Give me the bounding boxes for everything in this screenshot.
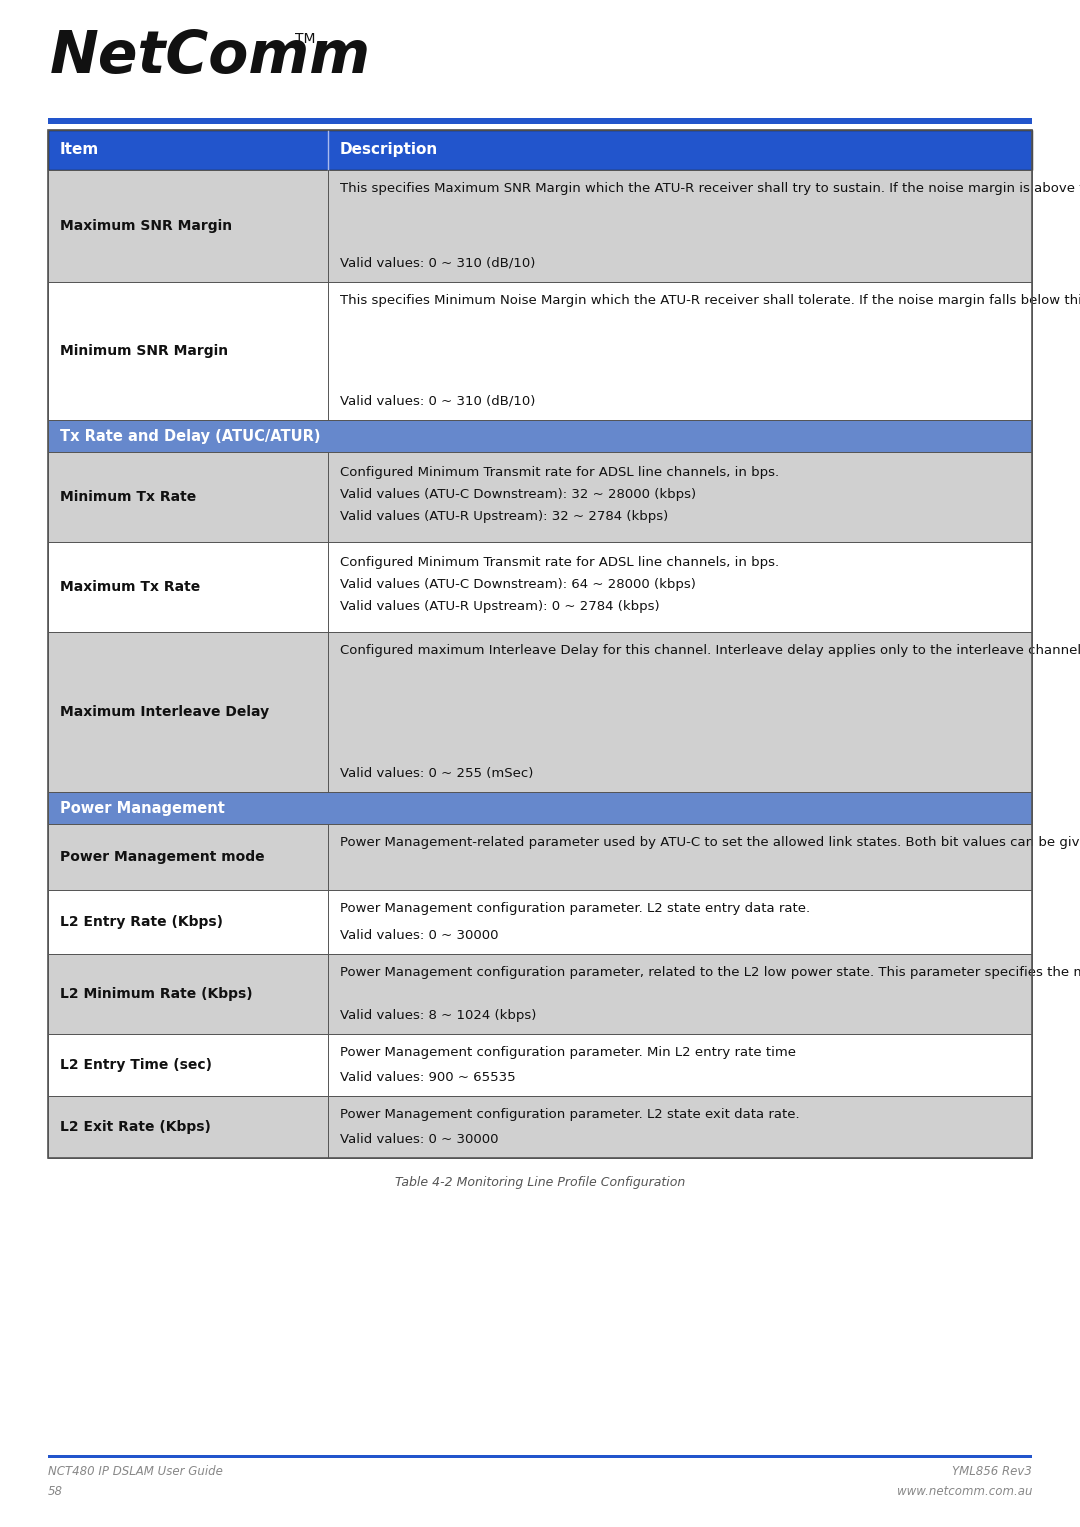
Text: YML856 Rev3: YML856 Rev3 — [953, 1464, 1032, 1478]
Text: Valid values: 900 ~ 65535: Valid values: 900 ~ 65535 — [340, 1070, 515, 1084]
Text: This specifies Minimum Noise Margin which the ATU-R receiver shall tolerate. If : This specifies Minimum Noise Margin whic… — [340, 295, 1080, 307]
Bar — [48, 1096, 1032, 1157]
Bar — [48, 890, 1032, 954]
Bar — [48, 169, 1032, 282]
Text: Power Management configuration parameter. L2 state entry data rate.: Power Management configuration parameter… — [340, 902, 810, 915]
Bar — [48, 542, 1032, 632]
Text: Power Management mode: Power Management mode — [60, 851, 265, 864]
Text: Configured Minimum Transmit rate for ADSL line channels, in bps.: Configured Minimum Transmit rate for ADS… — [340, 466, 779, 479]
Bar — [48, 1455, 1032, 1458]
Text: L2 Exit Rate (Kbps): L2 Exit Rate (Kbps) — [60, 1119, 211, 1135]
Text: Description: Description — [340, 142, 438, 157]
Text: Power Management: Power Management — [60, 800, 225, 815]
Text: NCT480 IP DSLAM User Guide: NCT480 IP DSLAM User Guide — [48, 1464, 222, 1478]
Bar — [48, 130, 1032, 1157]
Text: 58: 58 — [48, 1484, 63, 1498]
Text: This specifies Maximum SNR Margin which the ATU-R receiver shall try to sustain.: This specifies Maximum SNR Margin which … — [340, 182, 1080, 195]
Text: Tx Rate and Delay (ATUC/ATUR): Tx Rate and Delay (ATUC/ATUR) — [60, 429, 321, 443]
Text: Power Management-related parameter used by ATU-C to set the allowed link states.: Power Management-related parameter used … — [340, 835, 1080, 849]
Text: Maximum Interleave Delay: Maximum Interleave Delay — [60, 705, 269, 719]
Text: Power Management configuration parameter. L2 state exit data rate.: Power Management configuration parameter… — [340, 1109, 799, 1121]
Text: L2 Entry Rate (Kbps): L2 Entry Rate (Kbps) — [60, 915, 222, 928]
Text: Minimum Tx Rate: Minimum Tx Rate — [60, 490, 197, 504]
Text: Valid values: 0 ~ 255 (mSec): Valid values: 0 ~ 255 (mSec) — [340, 767, 534, 780]
Text: Valid values (ATU-R Upstream): 0 ~ 2784 (kbps): Valid values (ATU-R Upstream): 0 ~ 2784 … — [340, 600, 660, 612]
Text: NetComm: NetComm — [50, 27, 372, 86]
Text: Valid values (ATU-R Upstream): 32 ~ 2784 (kbps): Valid values (ATU-R Upstream): 32 ~ 2784… — [340, 510, 669, 524]
Text: Valid values: 0 ~ 30000: Valid values: 0 ~ 30000 — [340, 1133, 499, 1145]
Bar — [48, 793, 1032, 825]
Text: Valid values: 0 ~ 310 (dB/10): Valid values: 0 ~ 310 (dB/10) — [340, 257, 536, 270]
Text: Valid values: 8 ~ 1024 (kbps): Valid values: 8 ~ 1024 (kbps) — [340, 1009, 537, 1022]
Text: www.netcomm.com.au: www.netcomm.com.au — [896, 1484, 1032, 1498]
Text: L2 Minimum Rate (Kbps): L2 Minimum Rate (Kbps) — [60, 986, 253, 1002]
Text: Configured Minimum Transmit rate for ADSL line channels, in bps.: Configured Minimum Transmit rate for ADS… — [340, 556, 779, 570]
Bar — [48, 130, 1032, 169]
Text: Valid values (ATU-C Downstream): 32 ~ 28000 (kbps): Valid values (ATU-C Downstream): 32 ~ 28… — [340, 489, 697, 501]
Text: Power Management configuration parameter. Min L2 entry rate time: Power Management configuration parameter… — [340, 1046, 796, 1060]
Text: Item: Item — [60, 142, 99, 157]
Bar — [48, 825, 1032, 890]
Text: Minimum SNR Margin: Minimum SNR Margin — [60, 344, 228, 357]
Text: Valid values: 0 ~ 310 (dB/10): Valid values: 0 ~ 310 (dB/10) — [340, 395, 536, 408]
Bar — [48, 282, 1032, 420]
Text: TM: TM — [295, 32, 315, 46]
Text: L2 Entry Time (sec): L2 Entry Time (sec) — [60, 1058, 212, 1072]
Bar — [48, 632, 1032, 793]
Bar — [48, 1034, 1032, 1096]
Text: Power Management configuration parameter, related to the L2 low power state. Thi: Power Management configuration parameter… — [340, 967, 1080, 979]
Text: Maximum Tx Rate: Maximum Tx Rate — [60, 580, 200, 594]
Bar — [48, 452, 1032, 542]
Text: Valid values: 0 ~ 30000: Valid values: 0 ~ 30000 — [340, 928, 499, 942]
Bar — [48, 420, 1032, 452]
Text: Table 4-2 Monitoring Line Profile Configuration: Table 4-2 Monitoring Line Profile Config… — [395, 1176, 685, 1190]
Bar — [48, 118, 1032, 124]
Text: Configured maximum Interleave Delay for this channel. Interleave delay applies o: Configured maximum Interleave Delay for … — [340, 644, 1080, 657]
Text: Maximum SNR Margin: Maximum SNR Margin — [60, 218, 232, 234]
Text: Valid values (ATU-C Downstream): 64 ~ 28000 (kbps): Valid values (ATU-C Downstream): 64 ~ 28… — [340, 579, 696, 591]
Bar — [48, 954, 1032, 1034]
